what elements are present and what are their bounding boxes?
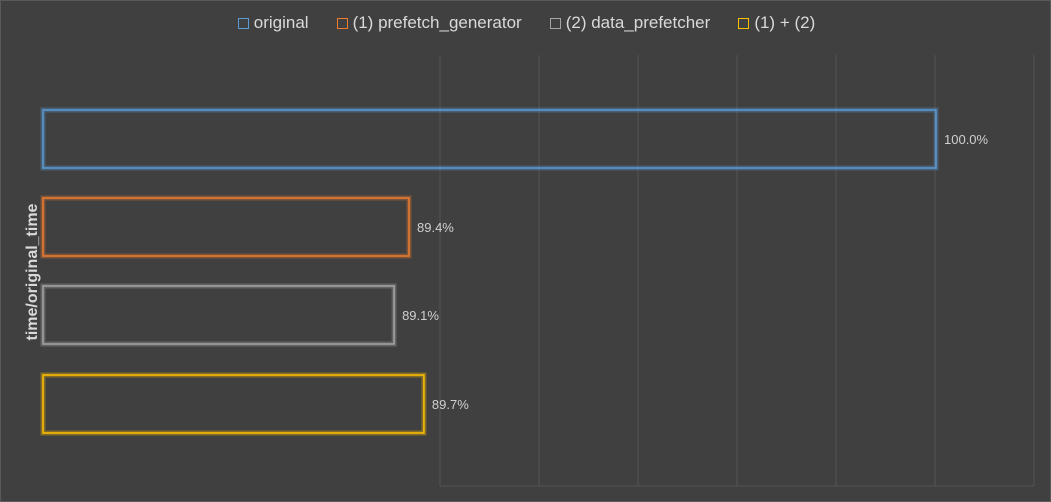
legend-item: (1) + (2) [738, 13, 815, 33]
bar-glow [40, 372, 427, 436]
legend: original (1) prefetch_generator (2) data_p… [1, 13, 1051, 33]
legend-swatch [336, 17, 348, 29]
legend-label: (1) + (2) [754, 13, 816, 32]
data-label: 100.0% [944, 132, 989, 147]
legend-label: original [253, 13, 309, 32]
bar-glow [40, 195, 412, 259]
bar [42, 374, 425, 434]
legend-label: (2) data_prefetcher [565, 13, 711, 32]
bar [42, 285, 395, 345]
legend-label: (1) prefetch_generator [352, 13, 522, 32]
legend-swatch [738, 17, 750, 29]
bar-glow [40, 283, 397, 347]
legend-item: original [237, 13, 309, 33]
data-label: 89.7% [432, 397, 469, 412]
bar [42, 109, 937, 169]
bar-glow [40, 107, 939, 171]
legend-item: (2) data_prefetcher [549, 13, 711, 33]
legend-item: (1) prefetch_generator [336, 13, 522, 33]
data-label: 89.4% [417, 220, 454, 235]
bar [42, 197, 410, 257]
legend-swatch [549, 17, 561, 29]
data-label: 89.1% [402, 308, 439, 323]
legend-swatch [237, 17, 249, 29]
